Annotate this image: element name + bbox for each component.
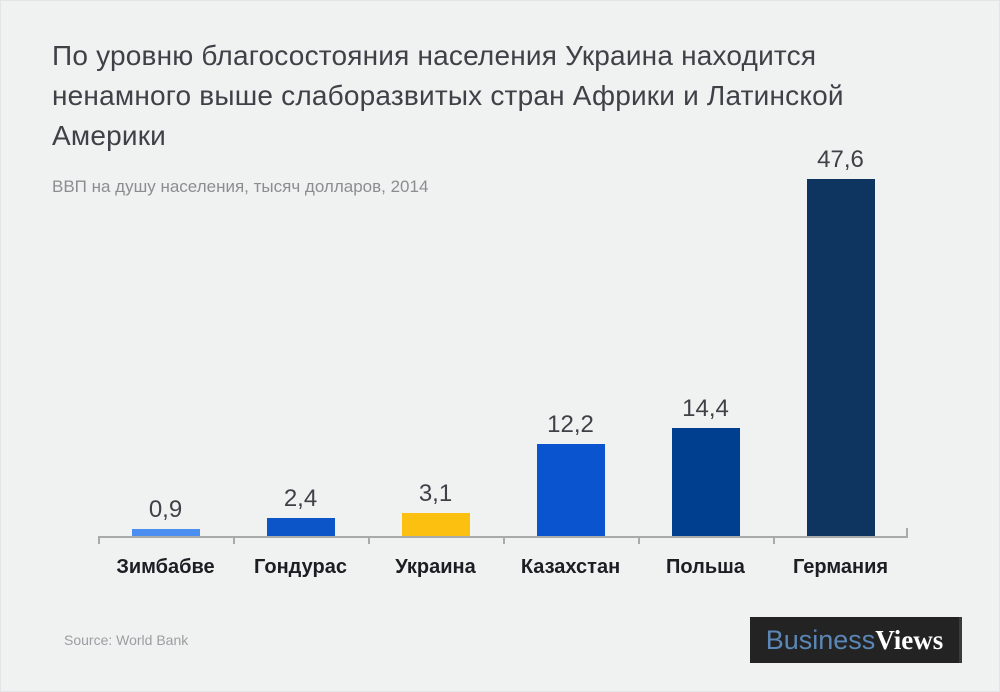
value-label: 3,1: [418, 480, 453, 507]
value-label: 12,2: [547, 411, 594, 438]
category-label: Гондурас: [254, 556, 347, 578]
chart-subtitle: ВВП на душу населения, тысяч долларов, 2…: [52, 177, 429, 196]
bar-column: 3,1: [368, 140, 503, 536]
bar: [806, 179, 875, 536]
axis-tick: [368, 536, 370, 544]
category-axis-labels: Зимбабве Гондурас Украина Казахстан Польша Ге…: [98, 556, 908, 579]
bar-column: 14,4: [638, 140, 773, 536]
bar-column: 0,9: [98, 140, 233, 536]
bar: [131, 529, 200, 536]
bar-columns: 0,9 2,4 3,1 12,2 14,4 47,6: [98, 140, 908, 536]
axis-tick: [98, 536, 100, 544]
value-label: 47,6: [817, 146, 864, 173]
logo-text-business: Business: [765, 624, 876, 655]
logo-text-views: Views: [875, 624, 944, 655]
category-label: Польша: [666, 556, 745, 578]
category-label: Германия: [792, 556, 889, 578]
bar-column: 47,6: [773, 140, 908, 536]
plot-area: 0,9 2,4 3,1 12,2 14,4 47,6: [98, 140, 908, 544]
axis-tick: [773, 536, 775, 544]
axis-tick: [503, 536, 505, 544]
category-label: Казахстан: [520, 556, 621, 578]
bar: [536, 444, 605, 536]
chart-title: По уровню благосостояния населения Украи…: [52, 40, 844, 151]
bar-column: 2,4: [233, 140, 368, 536]
bar: [266, 518, 335, 536]
value-label: 0,9: [148, 496, 183, 523]
category-label: Зимбабве: [116, 556, 215, 578]
value-label: 2,4: [283, 485, 318, 512]
category-label: Украина: [395, 556, 476, 578]
bar-column: 12,2: [503, 140, 638, 536]
axis-tick: [233, 536, 235, 544]
axis-tick: [906, 528, 908, 536]
bar: [671, 428, 740, 536]
value-label: 14,4: [682, 395, 729, 422]
source-note: Source: World Bank: [64, 632, 189, 648]
businessviews-logo: Business Views: [750, 617, 962, 663]
bar: [401, 513, 470, 536]
axis-tick: [638, 536, 640, 544]
